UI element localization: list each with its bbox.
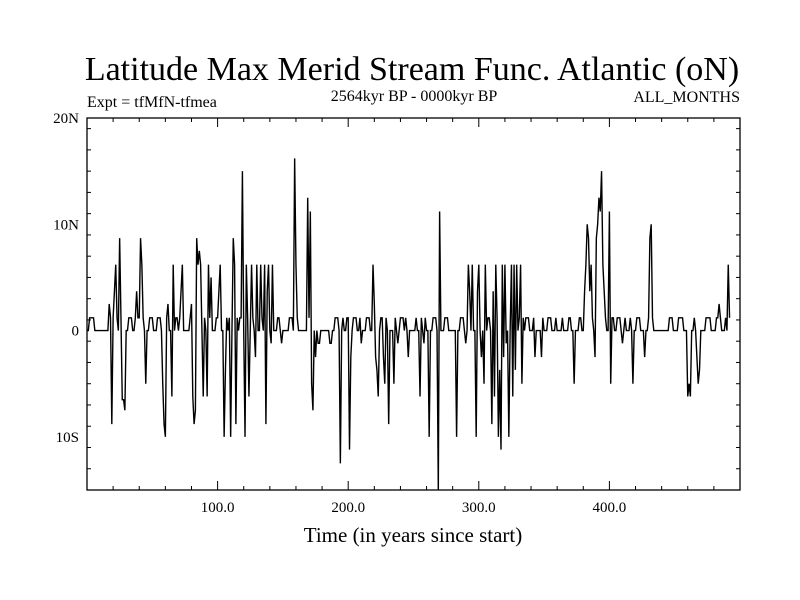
subtitle-time-range: 2564kyr BP - 0000kyr BP <box>331 88 498 105</box>
y-tick-label-10N: 10N <box>53 217 79 233</box>
subtitle-experiment: Expt = tfMfN-tfmea <box>87 94 217 111</box>
y-tick-label-20N: 20N <box>53 111 79 127</box>
chart-title: Latitude Max Merid Stream Func. Atlantic… <box>85 51 739 88</box>
x-axis-label: Time (in years since start) <box>304 523 523 547</box>
y-tick-label-0: 0 <box>72 324 80 340</box>
plot-frame <box>86 117 741 491</box>
x-tick-label-100.0: 100.0 <box>201 500 235 516</box>
x-tick-label-200.0: 200.0 <box>331 500 365 516</box>
series-line <box>87 158 731 491</box>
tick-label-layer: 20N 10N 0 10S 100.0 200.0 300.0 400.0 <box>53 111 626 516</box>
x-tick-label-400.0: 400.0 <box>593 500 627 516</box>
subtitle-months: ALL_MONTHS <box>633 89 740 106</box>
tick-layer <box>87 118 740 491</box>
y-tick-label-10S: 10S <box>56 430 79 446</box>
x-tick-label-300.0: 300.0 <box>462 500 496 516</box>
